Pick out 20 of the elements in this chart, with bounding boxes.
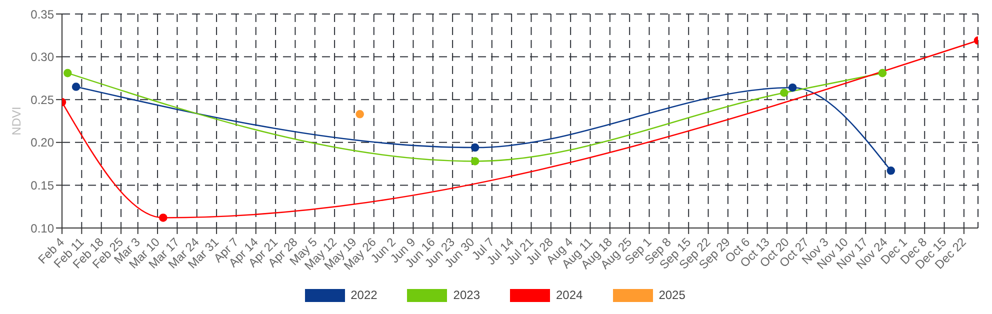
y-tick-label: 0.10 [30,221,54,236]
y-tick-label: 0.35 [30,7,54,22]
legend-label: 2025 [658,288,686,302]
y-tick-label: 0.15 [30,178,54,192]
point [878,68,887,78]
point [470,157,480,166]
y-tick-label: 0.25 [30,92,54,107]
legend-label: 2022 [350,288,378,302]
point [788,83,797,92]
point [72,82,80,91]
point [886,166,896,175]
y-tick-label: 0.20 [30,136,54,150]
legend-label: 2023 [453,288,480,302]
point [356,110,364,118]
legend-label: 2024 [556,288,583,302]
point [470,143,480,152]
point [63,68,72,78]
y-axis-title: NDVI [9,106,24,136]
point [780,88,788,97]
y-tick-label: 0.30 [30,50,54,64]
